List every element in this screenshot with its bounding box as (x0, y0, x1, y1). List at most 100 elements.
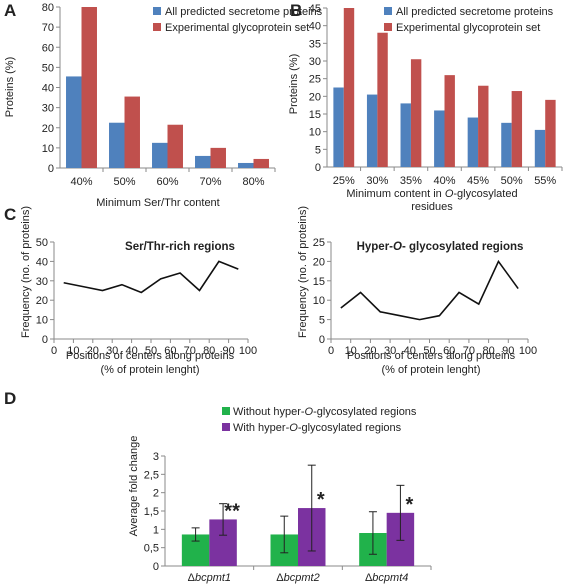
chart-c2-xlabel: Positions of centers along proteins (347, 350, 516, 362)
chart-a-xlabel: Minimum Ser/Thr content (96, 197, 219, 209)
chart-b-y-tick-label: 45 (309, 3, 321, 15)
chart-d-legend: Without hyper-O-glycosylated regions Wit… (222, 406, 417, 434)
chart-b-legend-label-0: All predicted secretome proteins (396, 6, 554, 18)
chart-a-legend-label-1: Experimental glycoprotein set (165, 22, 309, 34)
chart-b-bar (545, 99, 556, 167)
chart-c1-y-tick-label: 0 (42, 334, 48, 346)
chart-c1-x-tick-label: 50 (145, 345, 157, 357)
chart-a-y-tick-label: 20 (42, 123, 54, 135)
chart-c1-x-tick-label: 90 (222, 345, 234, 357)
chart-b-xlabel-line2: residues (411, 201, 453, 213)
chart-b-category-label: 25% (333, 175, 355, 187)
chart-b-y-tick-label: 25 (309, 74, 321, 86)
chart-d-significance-mark: ** (224, 500, 240, 522)
chart-a-category-label: 50% (113, 176, 135, 188)
chart-c1-y-tick-label: 20 (36, 295, 48, 307)
chart-a-bar (253, 158, 269, 168)
chart-a-category-label: 80% (242, 176, 264, 188)
chart-c2-x-tick-label: 40 (404, 345, 416, 357)
chart-b-legend-swatch-0 (384, 7, 392, 15)
chart-c2-x-tick-label: 70 (463, 345, 475, 357)
chart-a-category-label: 60% (156, 176, 178, 188)
chart-c2-y-tick-label: 20 (313, 256, 325, 268)
chart-c2-y-tick-label: 5 (319, 315, 325, 327)
chart-d-y-tick-label: 3 (153, 451, 159, 463)
chart-a-bar (109, 122, 125, 168)
chart-d-bars: *** * (181, 464, 415, 566)
chart-c1-xlabel: Positions of centers along proteins (66, 350, 235, 362)
chart-d-y-tick-label: 0 (153, 561, 159, 573)
chart-a-bar (81, 7, 97, 168)
chart-d-significance-mark: * (406, 494, 414, 516)
chart-c1-lines (63, 260, 239, 294)
chart-c2-x-tick-label: 20 (364, 345, 376, 357)
chart-b-bar (410, 59, 422, 167)
chart-a-y-tick-label: 50 (42, 62, 54, 74)
chart-b-legend-swatch-1 (384, 23, 392, 31)
chart-c1-ylabel: Frequency (no. of proteins) (20, 206, 32, 338)
chart-b-bar (377, 32, 388, 167)
chart-b-y-tick-label: 35 (309, 38, 321, 50)
chart-c2-x-tick-label: 10 (345, 345, 357, 357)
chart-c1-title: Ser/Thr-rich regions (125, 241, 235, 253)
chart-c1-xlabel-line2: (% of protein lenght) (100, 364, 199, 376)
chart-a-legend: All predicted secretome proteins Experim… (153, 6, 323, 34)
chart-d-legend-swatch-0 (222, 407, 230, 415)
chart-b-y-tick-label: 30 (309, 56, 321, 68)
chart-a-bar (152, 142, 168, 168)
chart-a-ylabel: Proteins (%) (4, 57, 16, 118)
chart-d-significance-mark: * (317, 489, 325, 511)
chart-c2-x-tick-label: 30 (384, 345, 396, 357)
chart-a-legend-swatch-1 (153, 23, 161, 31)
chart-c1-x-tick-label: 60 (164, 345, 176, 357)
chart-c2-x-tick-label: 90 (502, 345, 514, 357)
chart-c1-series-line (63, 260, 239, 294)
chart-b-bar (511, 91, 523, 167)
chart-c2-y-tick-label: 25 (313, 237, 325, 249)
chart-d-legend-label-0: Without hyper-O-glycosylated regions (233, 406, 417, 418)
chart-b-category-label: 35% (400, 175, 422, 187)
chart-c2-x-tick-label: 50 (423, 345, 435, 357)
chart-b-y-tick-label: 40 (309, 21, 321, 33)
chart-c1-x-tick-label: 80 (203, 345, 215, 357)
chart-d-legend-swatch-1 (222, 423, 230, 431)
chart-c1-axes: 0 10 20 30 40 50 0 10 20 30 40 50 60 70 80 90 100 (36, 237, 257, 357)
chart-b-ylabel: Proteins (%) (288, 54, 300, 115)
chart-b-bar (400, 103, 411, 167)
chart-a-y-tick-label: 0 (48, 163, 54, 175)
chart-c1-x-tick-label: 100 (239, 345, 257, 357)
chart-b-y-tick-label: 10 (309, 127, 321, 139)
chart-a-bar (124, 96, 140, 168)
chart-a-y-tick-label: 40 (42, 83, 54, 95)
chart-d-y-tick-label: 2,5 (144, 469, 159, 481)
chart-a-bars (66, 7, 269, 168)
chart-b-category-label: 50% (501, 175, 523, 187)
chart-d-category-label: Δbcpmt4 (365, 572, 408, 584)
chart-c1-x-tick-label: 40 (125, 345, 137, 357)
chart-a-bar (167, 124, 183, 168)
chart-c1-y-tick-label: 10 (36, 315, 48, 327)
chart-a-y-tick-label: 70 (42, 22, 54, 34)
chart-c1-x-tick-label: 70 (184, 345, 196, 357)
chart-b-category-label: 30% (366, 175, 388, 187)
chart-c2: 0 5 10 15 20 25 0 10 20 30 40 50 60 70 80 90 100 Hyper-O… (297, 206, 537, 376)
chart-b-y-tick-label: 5 (315, 144, 321, 156)
chart-b-bar (434, 110, 445, 167)
chart-c1-x-tick-label: 0 (51, 345, 57, 357)
chart-a-legend-swatch-0 (153, 7, 161, 15)
chart-c2-x-tick-label: 0 (328, 345, 334, 357)
chart-c1-x-tick-label: 10 (67, 345, 79, 357)
chart-b-category-label: 40% (433, 175, 455, 187)
chart-c2-series-line (340, 259, 519, 321)
chart-b-bar (534, 129, 546, 167)
chart-c2-x-tick-label: 60 (443, 345, 455, 357)
chart-a-legend-label-0: All predicted secretome proteins (165, 6, 323, 18)
chart-c2-axes: 0 5 10 15 20 25 0 10 20 30 40 50 60 70 80 90 100 (313, 237, 537, 357)
chart-d-y-tick-label: 0,5 (144, 543, 159, 555)
chart-c2-x-tick-label: 80 (482, 345, 494, 357)
panel-label-d: D (4, 389, 16, 408)
chart-a-category-label: 70% (199, 176, 221, 188)
chart-c2-ylabel: Frequency (no. of proteins) (297, 206, 309, 338)
